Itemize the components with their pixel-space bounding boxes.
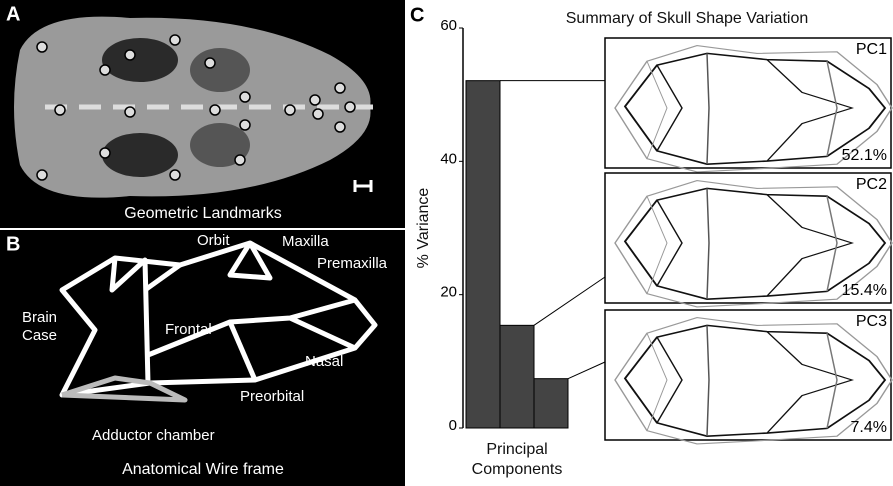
pc-label: PC2 [856,176,887,193]
value-label: 52.1% [842,147,887,164]
x-axis-label: Principal [486,441,547,458]
connector [534,277,605,325]
bar [534,379,568,428]
anatomy-label: Adductor chamber [92,427,215,444]
value-label: 15.4% [842,282,887,299]
bar [500,325,534,428]
orbit [102,38,178,82]
panel-letter: B [6,233,20,255]
y-tick-label: 20 [440,284,457,301]
panel-letter: A [6,3,20,25]
x-axis-label: Components [472,461,563,478]
value-label: 7.4% [851,419,887,436]
anatomy-label: Nasal [305,353,343,370]
figure: A Geometric Landmarks B Orbit Maxilla Pr… [0,0,893,486]
anatomy-label: Premaxilla [317,255,388,272]
anatomy-label: Orbit [197,232,230,249]
caption: Geometric Landmarks [124,205,281,222]
y-tick-label: 40 [440,150,457,167]
anatomy-label: Frontal [165,321,212,338]
y-axis-label: % Variance [415,188,432,269]
bar [466,81,500,428]
caption: Anatomical Wire frame [122,461,284,478]
pc-label: PC1 [856,41,887,58]
y-tick-label: 60 [440,17,457,34]
anatomy-label: Maxilla [282,233,329,250]
pc-label: PC3 [856,313,887,330]
anatomy-label: Brain [22,309,57,326]
anatomy-label: Case [22,327,57,344]
anatomy-label: Preorbital [240,388,304,405]
connector [568,362,605,379]
panel-letter: C [410,4,424,26]
fossa [190,48,250,92]
chart-title: Summary of Skull Shape Variation [566,10,808,27]
orbit [102,133,178,177]
y-tick-label: 0 [449,417,457,434]
